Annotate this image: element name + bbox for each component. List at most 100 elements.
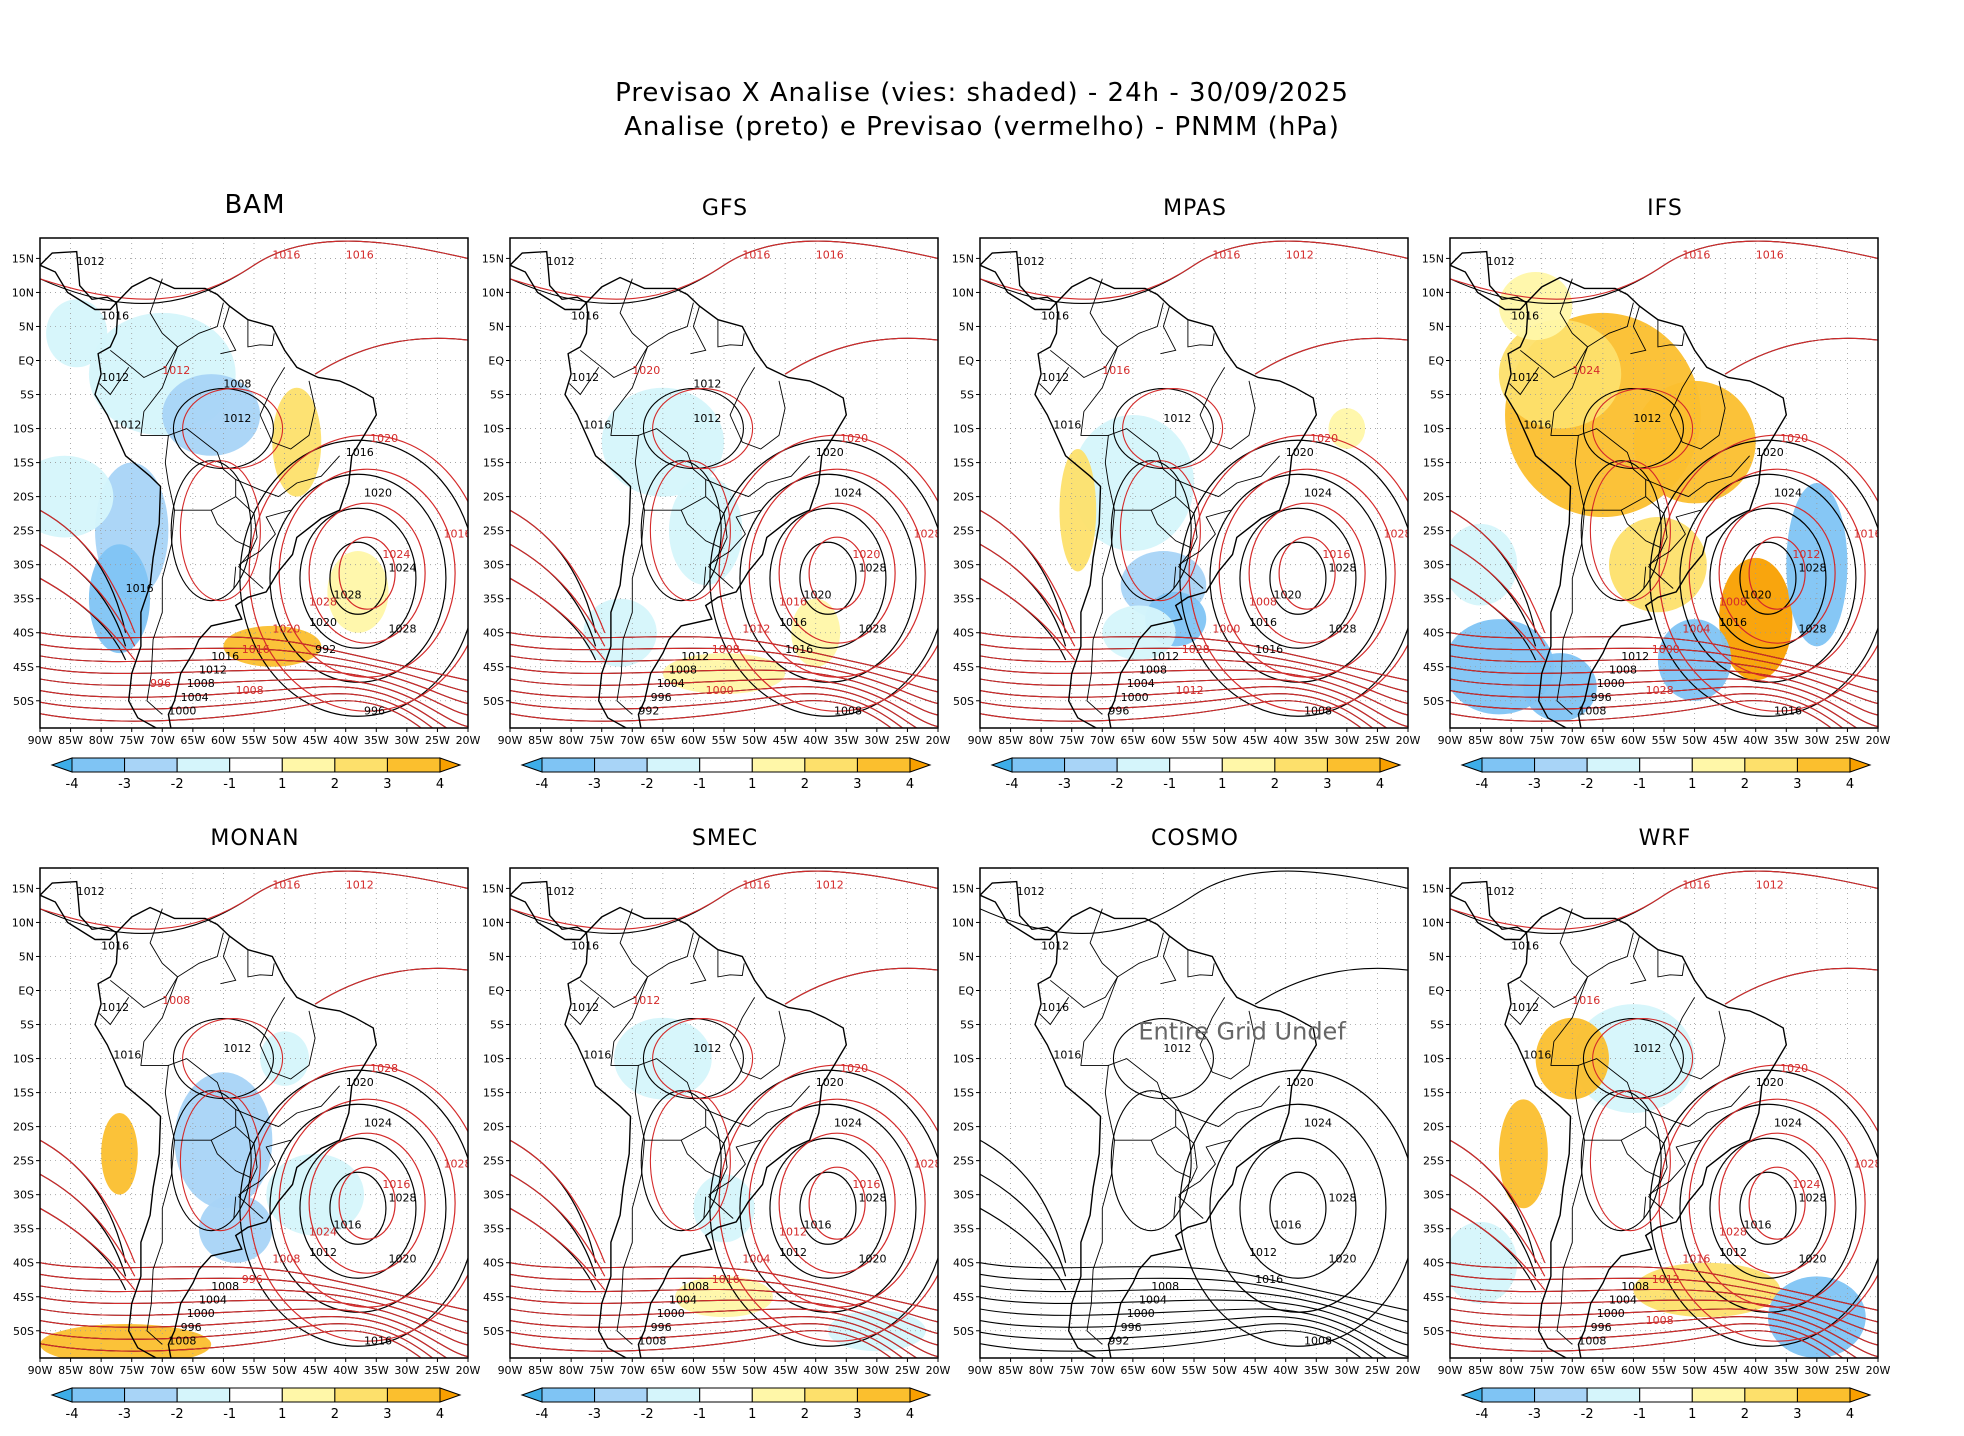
- country-border: [259, 997, 316, 1080]
- country-border: [1038, 997, 1070, 1026]
- country-border: [233, 566, 237, 589]
- country-border: [1630, 935, 1647, 985]
- lat-tick-label: 5N: [1429, 320, 1444, 333]
- colorbar-label: 1: [278, 1407, 286, 1422]
- colorbar-swatch: [1849, 1387, 1872, 1403]
- isobar-label-forecast: 1000: [1652, 643, 1680, 656]
- colorbar-label: -1: [693, 777, 706, 792]
- country-border: [580, 278, 649, 379]
- colorbar-label: -2: [1581, 777, 1594, 792]
- lat-tick-label: 35S: [13, 593, 34, 606]
- colorbar-label: 1: [1688, 1407, 1696, 1422]
- colorbar-label: -2: [1111, 777, 1124, 792]
- country-border: [680, 510, 722, 549]
- country-border: [708, 1139, 761, 1196]
- bias-shade: [46, 299, 108, 368]
- colorbar-label: -4: [1006, 777, 1019, 792]
- lat-tick-label: 25S: [483, 1155, 504, 1168]
- country-border: [98, 997, 130, 1026]
- colorbar-swatch: [1691, 757, 1746, 773]
- panel-title: MONAN: [210, 826, 300, 851]
- isobar-label-forecast: 1020: [1310, 432, 1338, 445]
- colorbar-swatch: [520, 1387, 543, 1403]
- lon-tick-label: 35W: [364, 734, 389, 747]
- country-border: [1620, 510, 1662, 549]
- colorbar-swatch: [646, 757, 701, 773]
- isobar-label-analysis: 1008: [211, 1280, 239, 1293]
- isobar-southern: [1450, 678, 1878, 728]
- lon-tick-label: 20W: [926, 734, 951, 747]
- country-border: [634, 1065, 706, 1141]
- lon-tick-label: 45W: [1713, 1364, 1738, 1377]
- isobar-label-analysis: 1000: [657, 1307, 685, 1320]
- country-border: [1574, 435, 1646, 511]
- isobar-southern: [510, 1308, 938, 1358]
- colorbar-label: 3: [1793, 1407, 1801, 1422]
- lon-tick-label: 80W: [1029, 734, 1054, 747]
- country-border: [233, 1196, 237, 1219]
- lon-tick-label: 30W: [394, 734, 419, 747]
- country-border: [247, 949, 275, 978]
- colorbar-swatch: [909, 757, 932, 773]
- isobar-southern: [510, 1285, 938, 1335]
- isobar-southern: [980, 666, 1408, 716]
- colorbar-label: -2: [641, 777, 654, 792]
- lat-tick-label: 45S: [953, 661, 974, 674]
- lat-tick-label: 25S: [13, 525, 34, 538]
- colorbar-label: 3: [383, 1407, 391, 1422]
- country-border: [1050, 908, 1119, 1009]
- lat-tick-label: 35S: [1423, 593, 1444, 606]
- isobar-label-forecast: 1020: [840, 432, 868, 445]
- panel-gfs: GFS 1012 1016 1012 1012 1016 1020 1024 1028 1028 1…: [472, 196, 951, 806]
- isobar-label-forecast: 1016: [742, 878, 770, 891]
- isobar-southern: [1450, 1273, 1878, 1323]
- lon-tick-label: 30W: [394, 1364, 419, 1377]
- isobar-label-analysis: 1016: [101, 940, 129, 953]
- lon-tick-label: 85W: [1468, 1364, 1493, 1377]
- lat-tick-label: 45S: [483, 1291, 504, 1304]
- grid-lines: [1450, 868, 1878, 1358]
- isobar-southern: [40, 655, 468, 705]
- isobar-atlantic-high: [248, 434, 468, 712]
- isobar-label-analysis: 1020: [1756, 1076, 1784, 1089]
- isobar-label-analysis: 1028: [333, 589, 361, 602]
- colorbar-label: 2: [801, 777, 809, 792]
- isobar-atlantic-high: [1248, 502, 1366, 644]
- isobar-label-forecast: 1012: [1286, 248, 1314, 261]
- isobar-label-analysis: 1016: [1511, 940, 1539, 953]
- forecast-contours: [40, 240, 468, 728]
- lon-tick-label: 65W: [1590, 1364, 1615, 1377]
- isobar-label-analysis: 1016: [1719, 616, 1747, 629]
- isobar-pacific-high: [980, 1173, 1067, 1277]
- isobar-label-analysis: 1012: [1151, 650, 1179, 663]
- colorbar-swatch: [1460, 757, 1483, 773]
- isobar-equatorial: [1724, 337, 1878, 375]
- lon-tick-label: 55W: [1652, 1364, 1677, 1377]
- country-border: [1550, 932, 1674, 1219]
- country-border: [1643, 566, 1647, 589]
- lat-tick-label: 15N: [12, 252, 34, 265]
- lat-tick-label: EQ: [1428, 355, 1444, 368]
- colorbar-swatch: [804, 1387, 858, 1403]
- isobar-atlantic-high: [799, 541, 857, 615]
- colorbar-label: 1: [1688, 777, 1696, 792]
- isobar-southern: [40, 1262, 468, 1311]
- colorbar-label: 2: [331, 1407, 339, 1422]
- lat-tick-label: 20S: [13, 1121, 34, 1134]
- isobar-pacific-high: [40, 577, 136, 661]
- isobar-label-analysis: 1020: [1273, 589, 1301, 602]
- isobar-label-analysis: 1004: [1139, 1294, 1167, 1307]
- colorbar-swatch: [1116, 757, 1171, 773]
- lat-tick-label: 50S: [953, 1325, 974, 1338]
- country-border: [164, 435, 236, 511]
- isobar-label-analysis: 1008: [1304, 704, 1332, 717]
- lat-tick-label: 15S: [483, 457, 504, 470]
- country-border: [1508, 997, 1540, 1026]
- lon-tick-label: 90W: [968, 1364, 993, 1377]
- country-border: [98, 367, 130, 396]
- colorbar-swatch: [1586, 1387, 1641, 1403]
- isobar-label-analysis: 1020: [1799, 1253, 1827, 1266]
- isobar-continental-low: [170, 460, 252, 602]
- colorbar-label: 4: [436, 1407, 444, 1422]
- isobar-label-analysis: 1020: [1743, 589, 1771, 602]
